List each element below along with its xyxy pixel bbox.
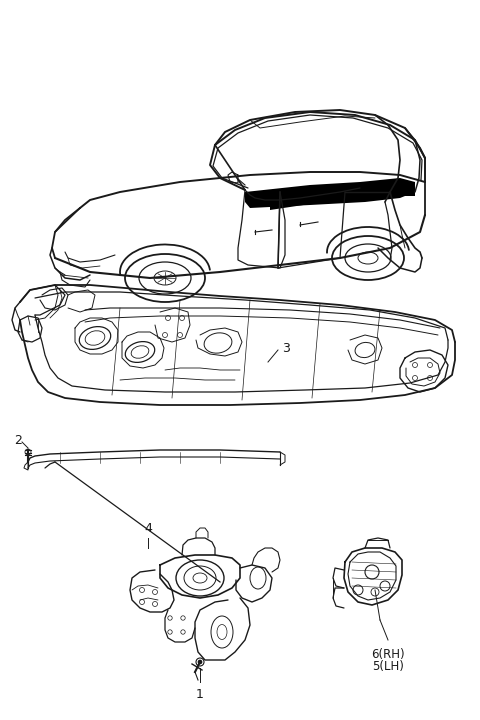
Text: 5(LH): 5(LH) (372, 660, 404, 673)
Circle shape (198, 660, 202, 664)
Text: 3: 3 (282, 341, 290, 354)
Polygon shape (270, 187, 415, 210)
Text: 4: 4 (144, 522, 152, 535)
Text: 6(RH): 6(RH) (371, 648, 405, 661)
Text: 1: 1 (196, 688, 204, 701)
Polygon shape (245, 178, 415, 208)
Text: 2: 2 (14, 433, 22, 446)
